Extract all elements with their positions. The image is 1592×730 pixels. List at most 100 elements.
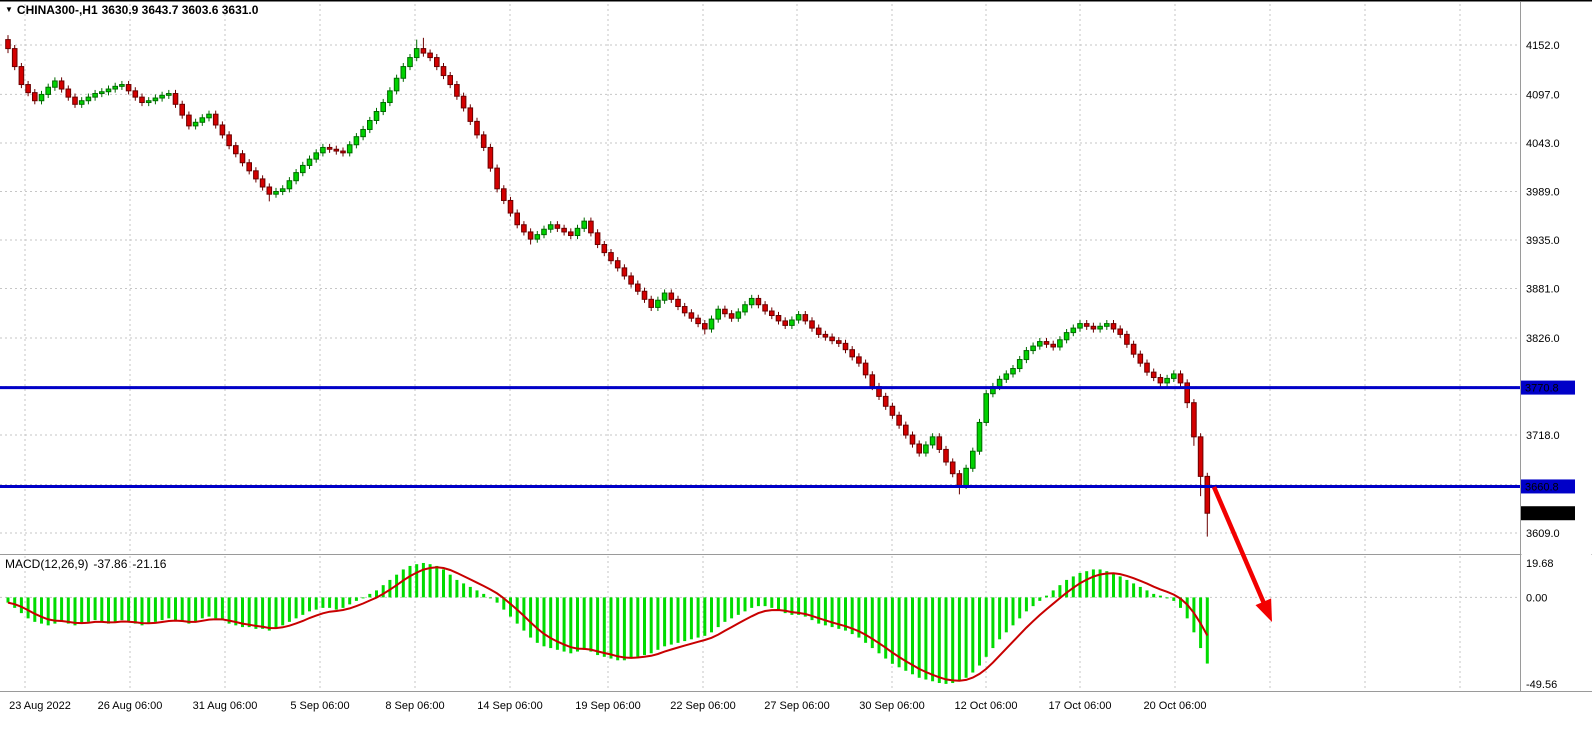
candle bbox=[226, 131, 232, 150]
current-price-badge-label: 3631.0 bbox=[1525, 508, 1559, 520]
candle bbox=[1097, 322, 1103, 333]
candle bbox=[708, 315, 715, 333]
candle bbox=[5, 35, 11, 54]
candle bbox=[407, 53, 413, 71]
candle bbox=[815, 324, 822, 338]
price-level-badge-label: 3660.8 bbox=[1525, 481, 1559, 493]
candle bbox=[313, 149, 319, 163]
candle bbox=[380, 98, 386, 116]
candle bbox=[581, 217, 588, 232]
candle bbox=[514, 209, 521, 229]
candle bbox=[11, 45, 18, 71]
price-tick-labels: 4152.0 4097.0 4043.0 3989.0 3935.0 3881.0 3826… bbox=[1526, 40, 1560, 540]
time-tick-label: 12 Oct 06:00 bbox=[955, 700, 1018, 712]
time-tick-label: 23 Aug 2022 bbox=[9, 700, 71, 712]
candle bbox=[842, 339, 849, 354]
candle bbox=[119, 80, 125, 90]
candle bbox=[748, 294, 755, 309]
candle bbox=[755, 294, 762, 309]
candle bbox=[413, 39, 420, 62]
candle bbox=[286, 177, 293, 193]
candle bbox=[179, 100, 185, 119]
candle bbox=[152, 94, 159, 105]
candle bbox=[52, 77, 58, 91]
candle bbox=[246, 159, 252, 175]
candle bbox=[949, 458, 956, 478]
candle bbox=[561, 224, 567, 236]
candle bbox=[1063, 328, 1070, 344]
candle bbox=[929, 433, 936, 449]
candle bbox=[983, 390, 990, 427]
macd-signal-value: -21.16 bbox=[132, 557, 167, 571]
candle bbox=[279, 185, 286, 196]
price-level-badge: 3770.8 bbox=[1521, 380, 1575, 395]
candle bbox=[427, 49, 433, 62]
candle bbox=[903, 421, 909, 439]
macd-main-value: -37.86 bbox=[93, 557, 128, 571]
candle bbox=[1016, 355, 1023, 373]
macd-indicator-header: MACD(12,26,9) -37.86 -21.16 bbox=[5, 557, 171, 571]
candle bbox=[420, 37, 427, 57]
time-tick-label: 31 Aug 06:00 bbox=[193, 700, 258, 712]
candle bbox=[1030, 342, 1036, 355]
candle bbox=[1077, 320, 1083, 332]
candle bbox=[440, 62, 447, 80]
candle bbox=[501, 185, 507, 205]
candle bbox=[943, 445, 949, 466]
candle bbox=[775, 311, 782, 325]
candle bbox=[99, 88, 105, 98]
time-tick-label: 26 Aug 06:00 bbox=[98, 700, 163, 712]
candle bbox=[628, 272, 634, 288]
candle bbox=[762, 301, 768, 315]
candle bbox=[507, 196, 514, 217]
candle bbox=[400, 62, 407, 82]
candle bbox=[326, 143, 333, 153]
candle bbox=[722, 305, 728, 318]
candle bbox=[802, 311, 809, 325]
candles-series bbox=[5, 35, 1211, 537]
candle bbox=[715, 305, 722, 323]
candle bbox=[306, 155, 313, 170]
candle bbox=[889, 402, 896, 419]
candle bbox=[1137, 350, 1144, 367]
symbol-label: CHINA300-,H1 bbox=[16, 3, 98, 17]
quote-values: 3630.9 3643.7 3603.6 3631.0 bbox=[101, 3, 259, 17]
candle bbox=[1184, 379, 1191, 409]
chart-dropdown-icon[interactable]: ▼ bbox=[5, 5, 13, 14]
candle bbox=[923, 441, 929, 457]
candle bbox=[293, 169, 299, 185]
macd-tick-label: 0.00 bbox=[1526, 592, 1547, 604]
time-tick-label: 27 Sep 06:00 bbox=[764, 700, 829, 712]
chart-header: ▼ CHINA300-,H1 3630.9 3643.7 3603.6 3631.0 bbox=[5, 3, 262, 17]
candle bbox=[259, 175, 266, 191]
price-tick-label: 3935.0 bbox=[1526, 235, 1560, 247]
candle bbox=[1037, 337, 1043, 350]
candle bbox=[139, 93, 145, 107]
trend-arrow[interactable] bbox=[1211, 486, 1272, 622]
price-scale[interactable] bbox=[1521, 2, 1592, 690]
candle bbox=[192, 118, 199, 130]
candle bbox=[668, 289, 675, 303]
candle bbox=[1177, 370, 1184, 387]
candle bbox=[594, 229, 601, 249]
time-scale[interactable] bbox=[0, 692, 1592, 730]
candle bbox=[112, 82, 119, 93]
price-tick-label: 4097.0 bbox=[1526, 89, 1560, 101]
candle bbox=[1083, 320, 1090, 330]
candle bbox=[588, 217, 594, 237]
candle bbox=[360, 125, 366, 141]
candle bbox=[434, 53, 440, 71]
candle bbox=[601, 240, 608, 257]
candle bbox=[387, 87, 393, 107]
candle bbox=[916, 440, 923, 457]
candle bbox=[172, 89, 179, 108]
candle bbox=[1023, 346, 1030, 364]
price-tick-label: 4043.0 bbox=[1526, 138, 1560, 150]
candle bbox=[159, 91, 165, 102]
candle bbox=[145, 97, 152, 107]
current-price-badge: 3631.0 bbox=[1521, 506, 1575, 521]
candle bbox=[521, 221, 527, 236]
macd-signal-line bbox=[7, 566, 1209, 682]
